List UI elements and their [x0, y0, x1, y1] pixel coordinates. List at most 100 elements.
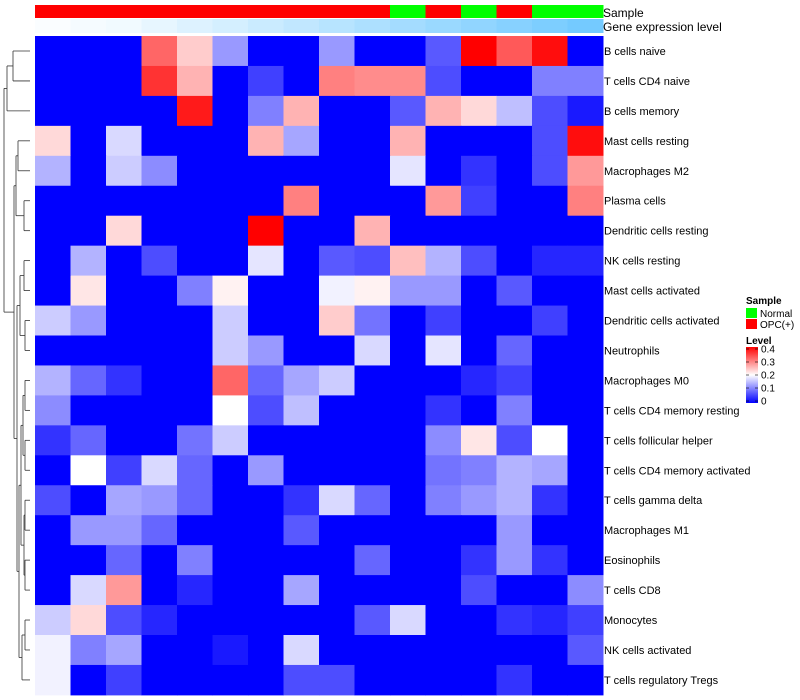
heatmap-cell	[425, 185, 462, 217]
heatmap-cell	[390, 545, 426, 576]
sample-annotation-cell	[354, 5, 391, 18]
heatmap-cell	[70, 515, 107, 546]
heatmap-cell	[35, 664, 71, 696]
heatmap-cell	[319, 455, 355, 486]
heatmap-cell	[319, 545, 355, 576]
heatmap-cell	[567, 515, 604, 546]
heatmap-cell	[177, 395, 213, 426]
heatmap-cell	[106, 275, 142, 307]
heatmap-cell	[106, 305, 142, 336]
row-label: NK cells activated	[604, 645, 691, 657]
legend-swatch-normal	[746, 308, 757, 318]
heatmap-cell	[35, 365, 71, 396]
heatmap-cell	[70, 305, 107, 336]
heatmap-cell	[141, 245, 178, 277]
heatmap-cell	[248, 185, 284, 217]
heatmap-cell	[390, 155, 426, 187]
heatmap-cell	[496, 335, 533, 366]
heatmap-cell	[283, 155, 320, 187]
heatmap-cell	[141, 515, 178, 546]
heatmap-cell	[248, 455, 284, 486]
heatmap-cell	[283, 605, 320, 636]
heatmap-cell	[141, 635, 178, 666]
legend-label-opc: OPC(+)	[760, 320, 794, 331]
heatmap-cell	[461, 395, 497, 426]
heatmap-cell	[141, 395, 178, 426]
heatmap-cell	[319, 365, 355, 396]
heatmap-cell	[390, 485, 426, 516]
heatmap-cell	[70, 664, 107, 696]
row-label: T cells regulatory Tregs	[604, 675, 719, 687]
heatmap-cell	[461, 125, 497, 157]
heatmap-cell	[177, 125, 213, 157]
heatmap-cell	[35, 245, 71, 277]
heatmap-cell	[283, 125, 320, 157]
heatmap-cell	[212, 185, 249, 217]
gene-expression-annotation-label: Gene expression level	[603, 20, 722, 34]
heatmap-cell	[567, 215, 604, 247]
heatmap-cell	[70, 215, 107, 247]
heatmap-cell	[35, 335, 71, 366]
gene-expression-annotation-cell	[35, 19, 71, 33]
heatmap-cell	[461, 425, 497, 456]
heatmap-cell	[532, 155, 568, 187]
heatmap-cell	[248, 575, 284, 606]
heatmap-cell	[248, 125, 284, 157]
gene-expression-annotation-cell	[141, 19, 178, 33]
heatmap-cell	[106, 36, 142, 67]
heatmap-cell	[390, 335, 426, 366]
heatmap-cell	[106, 605, 142, 636]
heatmap-cell	[532, 455, 568, 486]
heatmap-cell	[319, 215, 355, 247]
heatmap-cell	[141, 664, 178, 696]
heatmap-cell	[319, 335, 355, 366]
heatmap-cell	[496, 36, 533, 67]
heatmap-cell	[212, 215, 249, 247]
heatmap-cell	[248, 36, 284, 67]
heatmap-cell	[248, 275, 284, 307]
heatmap-cell	[567, 335, 604, 366]
heatmap-cell	[532, 485, 568, 516]
heatmap-cell	[35, 455, 71, 486]
heatmap-cell	[177, 185, 213, 217]
gene-expression-annotation-cell	[283, 19, 320, 33]
heatmap-cell	[461, 335, 497, 366]
heatmap-cell	[425, 664, 462, 696]
heatmap-cell	[177, 65, 213, 97]
heatmap-cell	[496, 305, 533, 336]
heatmap-cell	[70, 125, 107, 157]
heatmap-cell	[212, 275, 249, 307]
heatmap-cell	[354, 365, 391, 396]
heatmap-cell	[177, 635, 213, 666]
heatmap-cell	[461, 65, 497, 97]
heatmap-cell	[390, 95, 426, 127]
heatmap-cell	[70, 245, 107, 277]
heatmap-cell	[319, 305, 355, 336]
heatmap-cell	[212, 455, 249, 486]
heatmap-cell	[283, 65, 320, 97]
heatmap-cell	[177, 155, 213, 187]
heatmap-cell	[283, 335, 320, 366]
heatmap-cell	[532, 215, 568, 247]
level-legend-title: Level	[746, 336, 772, 347]
heatmap-cell	[354, 185, 391, 217]
heatmap-cell	[283, 185, 320, 217]
heatmap-cell	[70, 335, 107, 366]
sample-annotation-cell	[283, 5, 320, 18]
heatmap-cell	[567, 605, 604, 636]
heatmap-cell	[354, 65, 391, 97]
sample-annotation-cell	[141, 5, 178, 18]
heatmap-cell	[354, 664, 391, 696]
heatmap-cell	[283, 395, 320, 426]
heatmap-cell	[248, 605, 284, 636]
heatmap-cell	[106, 215, 142, 247]
heatmap-cell	[496, 275, 533, 307]
heatmap-cell	[177, 664, 213, 696]
heatmap-cell	[425, 335, 462, 366]
heatmap-cell	[35, 395, 71, 426]
heatmap-cell	[532, 425, 568, 456]
heatmap-cell	[461, 635, 497, 666]
heatmap-cell	[532, 365, 568, 396]
heatmap-cell	[35, 575, 71, 606]
